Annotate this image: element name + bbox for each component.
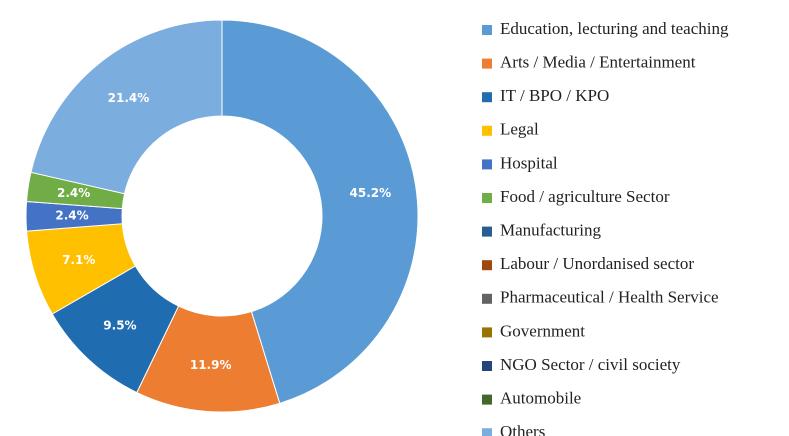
data-label: 2.4% [55, 209, 88, 223]
legend-swatch [482, 361, 492, 371]
legend-label: Food / agriculture Sector [500, 187, 670, 206]
legend-swatch [482, 293, 492, 304]
legend-label: Pharmaceutical / Health Service [500, 288, 719, 307]
legend-label: IT / BPO / KPO [500, 86, 609, 105]
legend-label: Legal [500, 120, 539, 139]
legend-label: Manufacturing [500, 221, 602, 240]
data-label: 2.4% [57, 186, 90, 200]
data-label: 7.1% [62, 253, 95, 267]
legend-label: Education, lecturing and teaching [500, 19, 729, 38]
legend-swatch [482, 92, 492, 103]
data-label: 21.4% [108, 91, 150, 105]
legend-label: Government [500, 321, 585, 340]
legend-label: Automobile [500, 389, 581, 408]
legend-swatch [482, 193, 492, 203]
legend-swatch [482, 25, 492, 35]
donut-slice [221, 19, 419, 404]
legend-label: Labour / Unordanised sector [500, 254, 694, 273]
data-label: 11.9% [190, 358, 232, 372]
legend-swatch [482, 58, 492, 69]
legend-swatch [482, 260, 492, 271]
legend-swatch [482, 159, 492, 170]
data-label: 45.2% [350, 186, 392, 200]
donut-slice [30, 19, 223, 195]
legend-label: NGO Sector / civil society [500, 355, 681, 374]
legend-label: Hospital [500, 153, 558, 172]
legend-swatch [482, 428, 492, 436]
legend-swatch [482, 125, 492, 136]
legend-label: Others [500, 422, 545, 436]
legend-swatch [482, 394, 492, 405]
legend-swatch [482, 327, 492, 338]
legend-label: Arts / Media / Entertainment [500, 53, 696, 72]
legend-swatch [482, 226, 492, 237]
data-label: 9.5% [103, 318, 136, 332]
